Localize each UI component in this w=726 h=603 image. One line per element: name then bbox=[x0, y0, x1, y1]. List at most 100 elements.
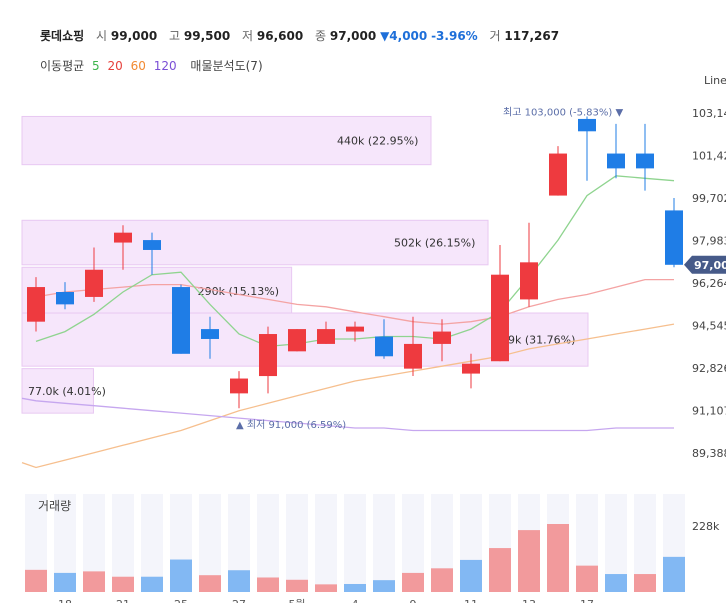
x-axis-tick: 9 bbox=[410, 598, 417, 603]
y-axis-tick: 97,983 bbox=[692, 235, 726, 248]
volume-column-bg bbox=[25, 494, 47, 592]
moving-average-legend[interactable]: 이동평균 5 20 60 120 매물분석도(7) bbox=[40, 57, 267, 74]
volume-bar bbox=[83, 571, 105, 592]
candle-body bbox=[346, 326, 364, 332]
ma-60-label: 60 bbox=[130, 59, 146, 73]
volume-column-bg bbox=[83, 494, 105, 592]
volume-profile-band bbox=[21, 219, 489, 266]
candle-body bbox=[520, 262, 538, 300]
axis-mode-label: Line bbox=[704, 74, 726, 87]
volume-bar bbox=[634, 574, 656, 592]
volume-column-bg bbox=[199, 494, 221, 592]
ma-label: 이동평균 bbox=[40, 59, 85, 73]
candle-body bbox=[665, 210, 683, 265]
current-price-tag bbox=[684, 255, 726, 274]
volume-bar bbox=[344, 583, 366, 592]
candle-body bbox=[607, 153, 625, 169]
x-axis-tick: 25 bbox=[174, 598, 188, 603]
change-percent: -3.96% bbox=[431, 29, 478, 43]
x-axis-tick: 11 bbox=[464, 598, 478, 603]
y-axis-tick: 101,42 bbox=[692, 150, 726, 163]
volume-column-bg bbox=[634, 494, 656, 592]
x-axis-tick: 13 bbox=[522, 598, 536, 603]
high-value: 99,500 bbox=[183, 29, 231, 43]
volume-column-bg bbox=[228, 494, 250, 592]
volume-bar bbox=[460, 559, 482, 592]
volume-column-bg bbox=[286, 494, 308, 592]
candle-body bbox=[56, 291, 74, 305]
volume-bar bbox=[547, 524, 569, 592]
y-axis-tick: 89,388 bbox=[692, 447, 726, 460]
volume-profile-label: 502k (26.15%) bbox=[394, 237, 475, 250]
volume-label: 거 bbox=[489, 29, 501, 43]
ma120-line bbox=[21, 397, 674, 432]
volume-bar bbox=[518, 530, 540, 592]
volume-bar bbox=[605, 574, 627, 592]
x-axis-tick: 21 bbox=[116, 598, 130, 603]
y-axis-tick: 91,107 bbox=[692, 405, 726, 418]
max-price-annotation: 최고 103,000 (-5.83%) ▼ bbox=[503, 106, 623, 118]
ma-20-label: 20 bbox=[107, 59, 123, 73]
volume-bar bbox=[199, 575, 221, 592]
volume-bar bbox=[663, 556, 685, 592]
volume-column-bg bbox=[141, 494, 163, 592]
low-value: 96,600 bbox=[256, 29, 304, 43]
candle-body bbox=[317, 329, 335, 344]
volume-column-bg bbox=[315, 494, 337, 592]
ma20-line bbox=[35, 278, 674, 325]
volume-bar bbox=[489, 548, 511, 592]
volume-bar bbox=[170, 559, 192, 592]
ma-120-label: 120 bbox=[153, 59, 177, 73]
candle-body bbox=[404, 343, 422, 369]
volume-panel-title: 거래량 bbox=[38, 499, 71, 513]
volume-profile-label[interactable]: 매물분석도(7) bbox=[190, 59, 263, 73]
volume-column-bg bbox=[257, 494, 279, 592]
close-value: 97,000 bbox=[329, 29, 377, 43]
candle-body bbox=[27, 287, 45, 322]
volume-profile-label: 609k (31.76%) bbox=[494, 334, 575, 347]
current-price-label: 97,000 bbox=[694, 259, 726, 272]
volume-column-bg bbox=[112, 494, 134, 592]
volume-bar bbox=[286, 579, 308, 592]
y-axis-tick: 96,264 bbox=[692, 277, 726, 290]
volume-bar bbox=[228, 570, 250, 592]
y-axis-tick: 99,702 bbox=[692, 192, 726, 205]
y-axis-tick: 103,14 bbox=[692, 107, 726, 120]
volume-bar bbox=[431, 568, 453, 592]
candle-body bbox=[462, 363, 480, 374]
candle-body bbox=[491, 274, 509, 362]
x-axis-tick: 4 bbox=[352, 598, 359, 603]
volume-value: 117,267 bbox=[504, 29, 560, 43]
candle-body bbox=[433, 331, 451, 344]
ma60-line bbox=[21, 323, 675, 469]
volume-column-bg bbox=[344, 494, 366, 592]
volume-column-bg bbox=[402, 494, 424, 592]
candle-body bbox=[375, 336, 393, 357]
volume-bar bbox=[315, 584, 337, 592]
candle-body bbox=[85, 269, 103, 297]
volume-column-bg bbox=[431, 494, 453, 592]
stock-header: 롯데쇼핑 시 99,000 고 99,500 저 96,600 종 97,000… bbox=[40, 27, 559, 44]
volume-axis-tick: 228k bbox=[692, 520, 720, 533]
volume-profile-label: 290k (15.13%) bbox=[198, 285, 279, 298]
volume-bar bbox=[112, 576, 134, 592]
y-axis-tick: 94,545 bbox=[692, 320, 726, 333]
close-label: 종 bbox=[315, 29, 327, 43]
x-axis-tick: 27 bbox=[232, 598, 246, 603]
volume-column-bg bbox=[373, 494, 395, 592]
candle-body bbox=[259, 334, 277, 377]
volume-column-bg bbox=[54, 494, 76, 592]
candle-body bbox=[201, 329, 219, 339]
volume-bar bbox=[54, 572, 76, 592]
volume-bar bbox=[402, 572, 424, 592]
candle-body bbox=[578, 118, 596, 132]
volume-profile-label: 440k (22.95%) bbox=[337, 135, 418, 148]
open-label: 시 bbox=[96, 29, 108, 43]
x-axis-tick: 17 bbox=[580, 598, 594, 603]
volume-bar bbox=[257, 577, 279, 592]
volume-profile-band bbox=[21, 115, 432, 166]
volume-bar bbox=[373, 580, 395, 592]
low-label: 저 bbox=[242, 29, 254, 43]
min-price-annotation: ▲ 최저 91,000 (6.59%) bbox=[236, 419, 346, 431]
